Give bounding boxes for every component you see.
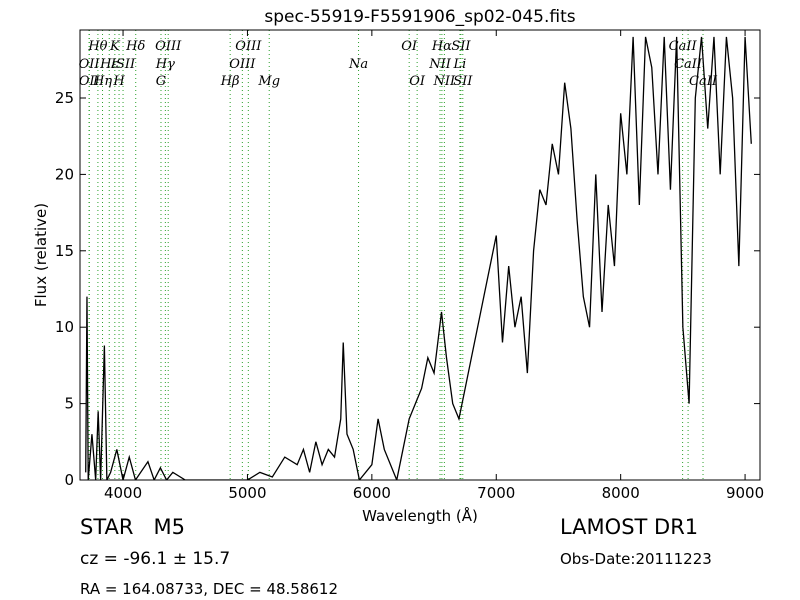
y-tick-label: 5 xyxy=(64,395,74,413)
spectral-line-label: OII xyxy=(79,74,101,89)
spectral-line-label: OIII xyxy=(229,57,256,72)
plot-frame xyxy=(79,29,761,481)
spectral-line-label: Hβ xyxy=(220,74,240,89)
spectral-line-label: OI xyxy=(401,39,418,54)
spectral-line-label: Hγ xyxy=(155,57,175,72)
spectral-line-label: Na xyxy=(348,57,368,72)
coordinates: RA = 164.08733, DEC = 48.58612 xyxy=(80,580,338,598)
y-axis-label: Flux (relative) xyxy=(32,203,50,307)
spectral-line-label: SII xyxy=(453,74,473,89)
spectral-line-label: G xyxy=(156,74,166,89)
x-tick-label: 6000 xyxy=(353,484,391,502)
spectral-line-label: CaII xyxy=(674,57,703,72)
spectral-line-label: NII xyxy=(433,74,457,89)
spectral-line-label: OIII xyxy=(155,39,182,54)
survey: LAMOST DR1 xyxy=(560,515,698,539)
redshift: cz = -96.1 ± 15.7 xyxy=(80,549,230,569)
spectral-line-label: Li xyxy=(453,57,467,72)
y-tick-label: 20 xyxy=(55,165,74,183)
x-tick-label: 8000 xyxy=(602,484,640,502)
object-class: STAR M5 xyxy=(80,515,185,539)
spectral-line-label: Hα xyxy=(431,39,452,54)
spectral-line-label: SII xyxy=(451,39,471,54)
spectral-line-label: OI xyxy=(409,74,426,89)
y-tick-label: 10 xyxy=(55,318,74,336)
spectral-lines xyxy=(88,30,704,480)
spectral-line-label: Hθ xyxy=(87,39,107,54)
x-tick-label: 7000 xyxy=(477,484,515,502)
spectral-line-label: NII xyxy=(428,57,452,72)
spectral-line-label: OII xyxy=(79,57,101,72)
x-tick-label: 5000 xyxy=(228,484,266,502)
spectral-line-label: Mg xyxy=(257,74,280,89)
obs-date: Obs-Date:20111223 xyxy=(560,550,712,568)
y-tick-label: 15 xyxy=(55,242,74,260)
chart-title: spec-55919-F5591906_sp02-045.fits xyxy=(264,7,575,27)
x-tick-label: 9000 xyxy=(726,484,764,502)
spectral-line-label: Hδ xyxy=(125,39,145,54)
spectral-line-label: K xyxy=(109,39,121,54)
spectral-line-label: OIII xyxy=(235,39,262,54)
y-tick-label: 25 xyxy=(55,89,74,107)
spectral-line-label: CaII xyxy=(689,74,718,89)
spectral-line-label: Hη xyxy=(92,74,112,89)
x-tick-label: 4000 xyxy=(104,484,142,502)
spectrum-line xyxy=(85,36,752,480)
y-tick-label: 0 xyxy=(64,471,74,489)
spectral-line-label: Hε xyxy=(99,57,118,72)
spectral-line-label: CaII xyxy=(669,39,698,54)
spectral-line-label: H xyxy=(112,74,125,89)
plot-area xyxy=(85,36,752,480)
x-axis-label: Wavelength (Å) xyxy=(362,506,478,525)
spectral-line-label: ISII xyxy=(110,57,136,72)
